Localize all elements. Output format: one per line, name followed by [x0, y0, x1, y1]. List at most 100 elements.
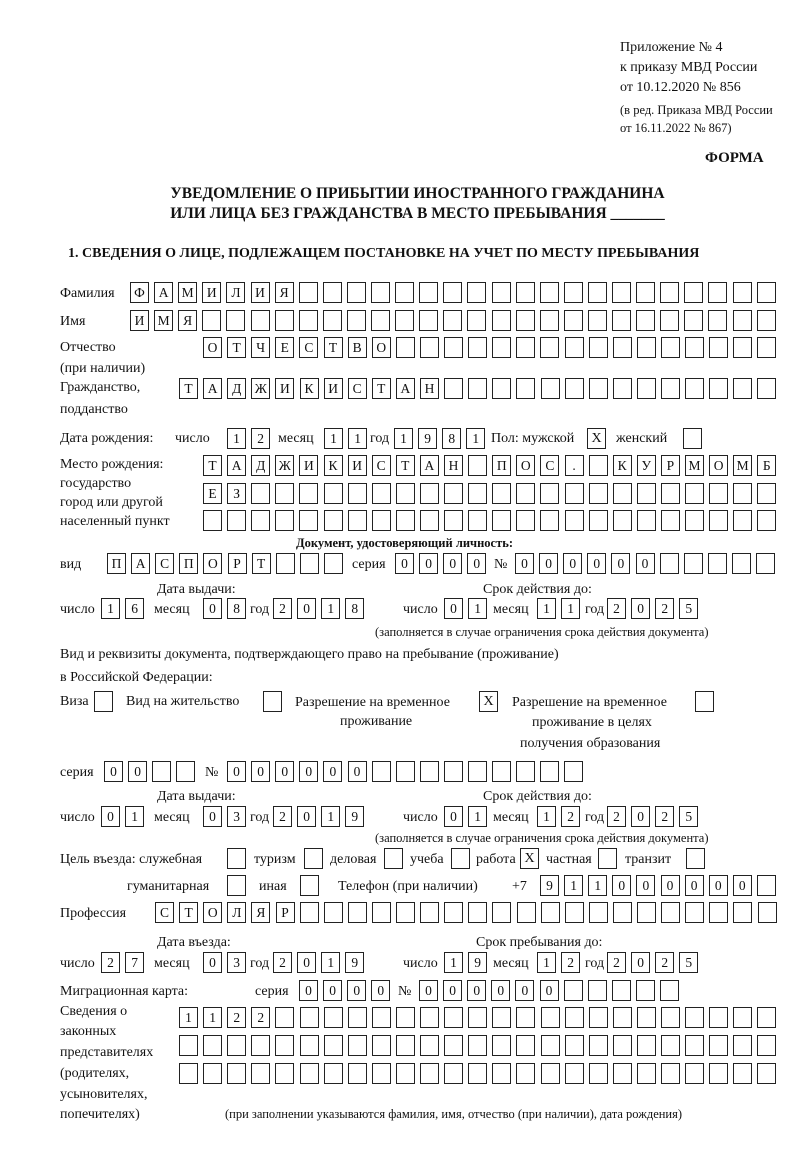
char-box[interactable]: Р — [275, 902, 295, 923]
char-box[interactable] — [515, 310, 535, 331]
char-box[interactable]: 0 — [347, 761, 367, 782]
char-box[interactable] — [323, 483, 343, 504]
char-box[interactable] — [587, 282, 607, 303]
char-box[interactable] — [371, 1035, 391, 1056]
char-box[interactable]: И — [275, 378, 295, 399]
char-box[interactable] — [444, 902, 464, 923]
char-box[interactable]: 0 — [635, 553, 655, 574]
char-box[interactable]: П — [107, 553, 126, 574]
char-box[interactable]: 1 — [348, 428, 368, 449]
char-box[interactable] — [203, 1035, 223, 1056]
char-box[interactable]: 3 — [227, 952, 247, 973]
char-box[interactable] — [468, 510, 488, 531]
char-box[interactable] — [709, 510, 729, 531]
char-box[interactable]: И — [323, 378, 343, 399]
char-box[interactable]: 1 — [537, 806, 556, 827]
char-box[interactable] — [733, 1035, 753, 1056]
char-box[interactable] — [588, 1007, 608, 1028]
char-box[interactable]: 1 — [588, 875, 608, 896]
char-box[interactable]: 9 — [418, 428, 438, 449]
char-box[interactable] — [564, 1035, 584, 1056]
char-box[interactable] — [516, 1007, 536, 1028]
char-box[interactable] — [444, 1007, 464, 1028]
char-box[interactable]: 0 — [323, 761, 343, 782]
char-box[interactable]: 9 — [540, 875, 559, 896]
char-box[interactable] — [685, 483, 704, 504]
purpose-private-checkbox[interactable] — [598, 848, 617, 869]
char-box[interactable]: Т — [179, 902, 199, 923]
char-box[interactable] — [685, 378, 705, 399]
char-box[interactable]: 0 — [467, 980, 487, 1001]
char-box[interactable]: И — [299, 455, 319, 476]
char-box[interactable] — [757, 378, 777, 399]
char-box[interactable]: Т — [251, 553, 271, 574]
char-box[interactable] — [612, 378, 632, 399]
char-box[interactable] — [468, 1063, 488, 1084]
char-box[interactable] — [467, 282, 487, 303]
char-box[interactable]: О — [371, 337, 391, 358]
char-box[interactable] — [152, 761, 172, 782]
char-box[interactable] — [347, 1035, 367, 1056]
char-box[interactable] — [588, 510, 608, 531]
char-box[interactable] — [636, 1035, 656, 1056]
char-box[interactable]: Т — [395, 455, 415, 476]
char-box[interactable] — [661, 1063, 680, 1084]
char-box[interactable] — [443, 310, 463, 331]
male-checkbox[interactable]: X — [587, 428, 606, 449]
char-box[interactable]: А — [154, 282, 174, 303]
char-box[interactable] — [443, 282, 463, 303]
char-box[interactable] — [707, 553, 727, 574]
char-box[interactable]: 0 — [101, 806, 120, 827]
char-box[interactable]: 1 — [394, 428, 413, 449]
char-box[interactable] — [733, 483, 753, 504]
char-box[interactable]: 0 — [660, 875, 680, 896]
char-box[interactable]: 0 — [203, 806, 222, 827]
char-box[interactable]: Н — [444, 455, 463, 476]
char-box[interactable]: 8 — [442, 428, 462, 449]
char-box[interactable] — [395, 510, 415, 531]
char-box[interactable] — [564, 761, 584, 782]
char-box[interactable] — [612, 337, 632, 358]
char-box[interactable] — [492, 483, 512, 504]
char-box[interactable] — [516, 483, 536, 504]
char-box[interactable] — [540, 1035, 560, 1056]
char-box[interactable] — [516, 337, 536, 358]
char-box[interactable] — [347, 483, 367, 504]
char-box[interactable]: К — [612, 455, 632, 476]
char-box[interactable]: Я — [274, 282, 294, 303]
char-box[interactable] — [491, 310, 511, 331]
char-box[interactable]: 5 — [679, 598, 699, 619]
char-box[interactable] — [685, 1035, 705, 1056]
char-box[interactable] — [323, 1007, 343, 1028]
char-box[interactable] — [563, 980, 583, 1001]
char-box[interactable] — [588, 455, 608, 476]
char-box[interactable]: 2 — [273, 598, 292, 619]
char-box[interactable]: 0 — [708, 875, 728, 896]
char-box[interactable] — [540, 1007, 560, 1028]
char-box[interactable] — [612, 1007, 632, 1028]
char-box[interactable] — [516, 1035, 536, 1056]
char-box[interactable] — [564, 510, 584, 531]
char-box[interactable]: 0 — [203, 952, 222, 973]
char-box[interactable] — [444, 1063, 464, 1084]
char-box[interactable] — [419, 510, 439, 531]
char-box[interactable] — [467, 310, 487, 331]
char-box[interactable]: И — [202, 282, 222, 303]
reps-field-2[interactable] — [179, 1035, 782, 1057]
char-box[interactable]: 0 — [631, 598, 651, 619]
purpose-transit-checkbox[interactable] — [686, 848, 705, 869]
char-box[interactable]: Ж — [275, 455, 295, 476]
char-box[interactable] — [371, 1007, 391, 1028]
char-box[interactable] — [516, 510, 536, 531]
char-box[interactable] — [179, 1063, 198, 1084]
char-box[interactable]: З — [227, 483, 247, 504]
char-box[interactable] — [540, 1063, 560, 1084]
